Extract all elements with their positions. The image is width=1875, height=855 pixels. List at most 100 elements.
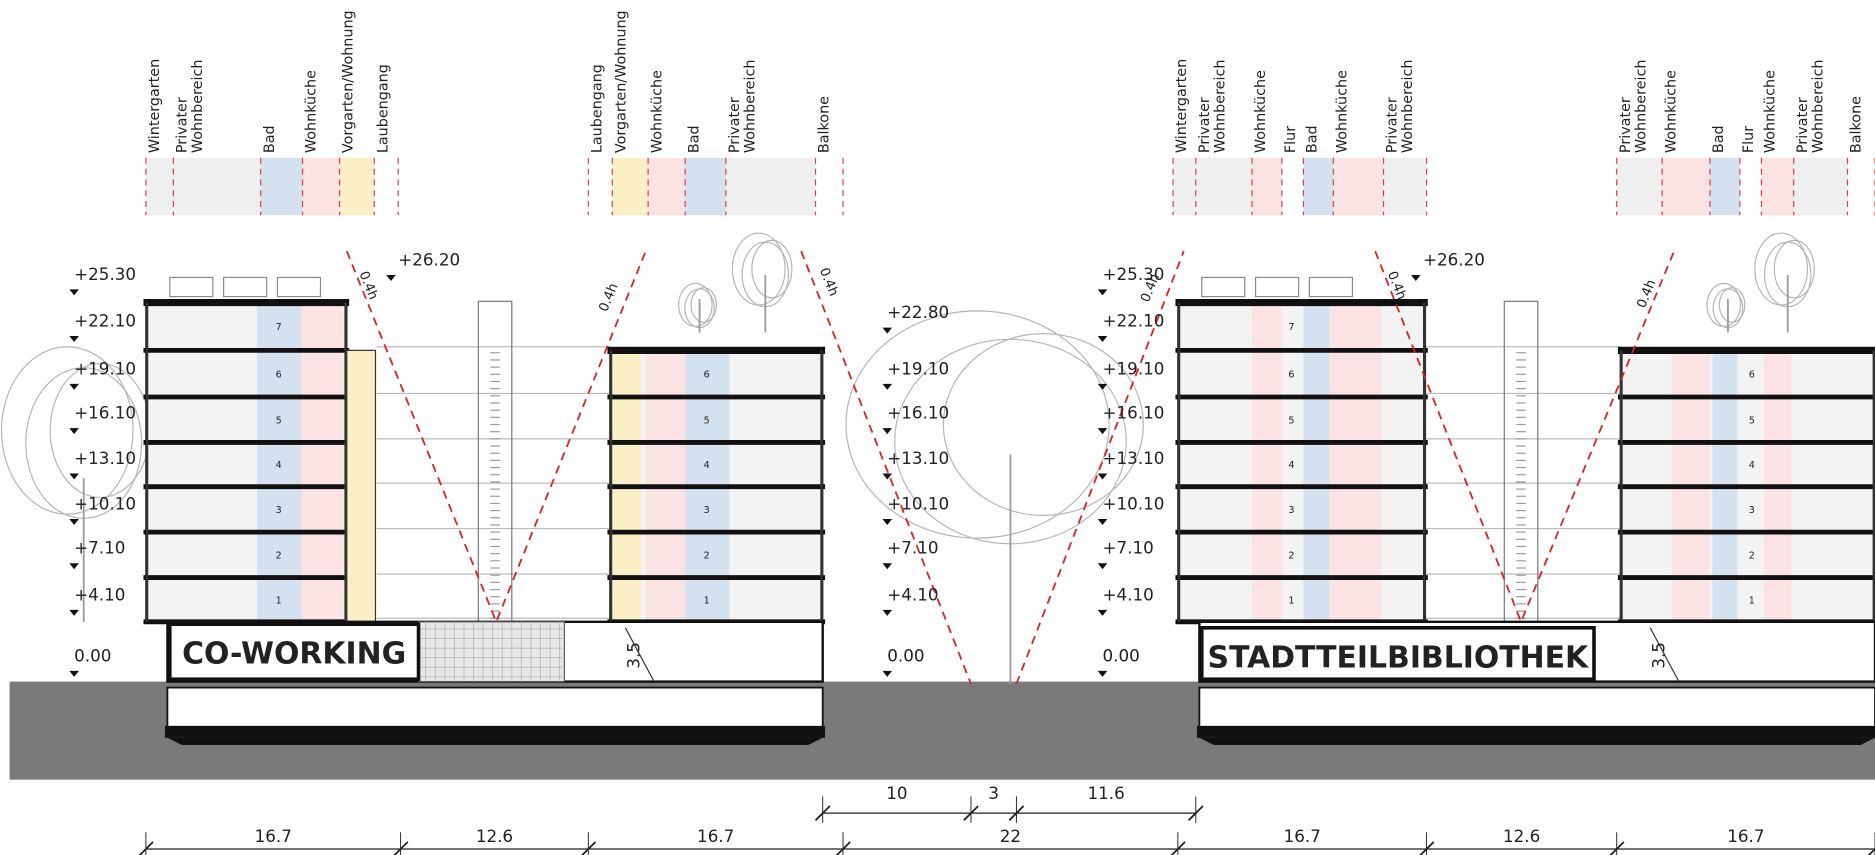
elevation-label: +7.10 bbox=[1103, 538, 1154, 558]
zone-label: Privater bbox=[175, 97, 191, 153]
elevation-label: +22.10 bbox=[1103, 310, 1165, 330]
room-stripe bbox=[301, 302, 344, 622]
zone-strip bbox=[1662, 157, 1710, 216]
basement-slab bbox=[165, 725, 826, 738]
setback-line bbox=[1374, 250, 1675, 625]
unit-number: 6 bbox=[1288, 369, 1294, 380]
level-marker bbox=[882, 383, 893, 390]
level-marker bbox=[882, 473, 893, 480]
elevation-label: +7.10 bbox=[74, 538, 125, 558]
elevation-label: +16.10 bbox=[74, 403, 136, 423]
elevation-label: +13.10 bbox=[74, 448, 136, 468]
zone-label: Wintergarten bbox=[1174, 59, 1190, 153]
skylight bbox=[276, 276, 322, 298]
zone-strip bbox=[1709, 157, 1740, 216]
zone-strip bbox=[260, 157, 303, 216]
unit-number: 4 bbox=[1749, 460, 1755, 471]
elevation-label: +4.10 bbox=[887, 584, 938, 604]
room-stripe bbox=[1251, 302, 1282, 622]
dimension-label: 12.6 bbox=[1503, 826, 1540, 846]
zone-label: Wohnbereich bbox=[190, 60, 206, 153]
courtyard bbox=[417, 621, 566, 683]
zone-strip bbox=[339, 157, 375, 216]
level-marker bbox=[69, 609, 79, 616]
skylight bbox=[1201, 276, 1246, 298]
basement bbox=[166, 686, 824, 731]
unit-number: 1 bbox=[276, 595, 282, 606]
unit-number: 2 bbox=[1749, 550, 1755, 561]
elevation-label: +26.20 bbox=[398, 249, 460, 269]
unit-number: 1 bbox=[1749, 595, 1755, 606]
skylight bbox=[1254, 276, 1300, 298]
elevation-label: +25.30 bbox=[1103, 264, 1165, 284]
zone-label: Wohnbereich bbox=[1212, 60, 1228, 153]
elevation-label: +19.10 bbox=[1103, 358, 1165, 378]
tree-canopy bbox=[1718, 287, 1746, 323]
level-marker bbox=[69, 563, 79, 570]
unit-number: 1 bbox=[1288, 595, 1294, 606]
zone-label: Laubengang bbox=[589, 64, 605, 153]
zone-label: Privater bbox=[1795, 97, 1811, 153]
zone-strip bbox=[612, 157, 649, 216]
unit-number: 5 bbox=[1749, 415, 1755, 426]
unit-number: 7 bbox=[276, 322, 282, 333]
level-marker bbox=[69, 336, 79, 343]
zone-label: Privater bbox=[727, 97, 743, 153]
level-marker bbox=[69, 428, 79, 435]
zone-strip bbox=[815, 157, 844, 216]
zone-label: Privater bbox=[1197, 97, 1213, 153]
unit-number: 2 bbox=[1288, 550, 1294, 561]
level-marker bbox=[1411, 275, 1421, 282]
unit-number: 5 bbox=[704, 415, 710, 426]
zone-label: Wohnküche bbox=[649, 70, 665, 153]
unit-number: 4 bbox=[704, 460, 710, 471]
zone-strip bbox=[1739, 157, 1762, 216]
level-marker bbox=[386, 275, 396, 282]
zone-label: Laubengang bbox=[375, 64, 391, 153]
level-marker bbox=[1097, 428, 1108, 435]
zone-label: Bad bbox=[262, 125, 278, 153]
zone-label: Wohnküche bbox=[1334, 70, 1350, 153]
unit-number: 3 bbox=[1749, 505, 1755, 516]
zone-strip bbox=[145, 157, 174, 216]
unit-number: 7 bbox=[1288, 322, 1294, 333]
zone-strip bbox=[1251, 157, 1282, 216]
room-stripe bbox=[1303, 302, 1330, 622]
zone-strip bbox=[374, 157, 399, 216]
zone-label: Wohnküche bbox=[1763, 70, 1779, 153]
unit-number: 3 bbox=[276, 505, 282, 516]
elevation-label: +7.10 bbox=[887, 538, 938, 558]
elevation-label: 0.00 bbox=[1103, 645, 1140, 665]
unit-number: 2 bbox=[276, 550, 282, 561]
dimension-label: 16.7 bbox=[1284, 826, 1321, 846]
zone-strip bbox=[1847, 157, 1875, 216]
elevation-label: +16.10 bbox=[887, 403, 949, 423]
zone-label: Flur bbox=[1741, 126, 1757, 153]
zone-strip bbox=[685, 157, 726, 216]
level-marker bbox=[1097, 609, 1108, 616]
elevation-label: +25.30 bbox=[74, 264, 136, 284]
room-stripe bbox=[257, 302, 302, 622]
ground-floor-height: 3.5 bbox=[1649, 642, 1669, 669]
skylight bbox=[223, 276, 268, 298]
use-label: STADTTEILBIBLIOTHEK bbox=[1208, 640, 1590, 675]
zone-strip bbox=[1761, 157, 1794, 216]
level-marker bbox=[1097, 289, 1108, 296]
zone-strip bbox=[1281, 157, 1304, 216]
elevation-label: +13.10 bbox=[1103, 448, 1165, 468]
zone-strip bbox=[725, 157, 816, 216]
zone-strip bbox=[1383, 157, 1427, 216]
zone-strip bbox=[1303, 157, 1334, 216]
dimension-label: 22 bbox=[1000, 826, 1021, 846]
zone-strip bbox=[1173, 157, 1196, 216]
dimension-label: 3 bbox=[988, 783, 999, 803]
level-marker bbox=[882, 563, 893, 570]
tree-canopy bbox=[942, 333, 1144, 516]
room-stripe bbox=[1329, 302, 1382, 622]
unit-number: 3 bbox=[1288, 505, 1294, 516]
dimension-label: 16.7 bbox=[1727, 826, 1764, 846]
zone-label: Wohnbereich bbox=[743, 60, 759, 153]
foundation bbox=[1199, 737, 1875, 745]
zone-strip bbox=[648, 157, 686, 216]
elevation-label: +22.10 bbox=[74, 310, 136, 330]
